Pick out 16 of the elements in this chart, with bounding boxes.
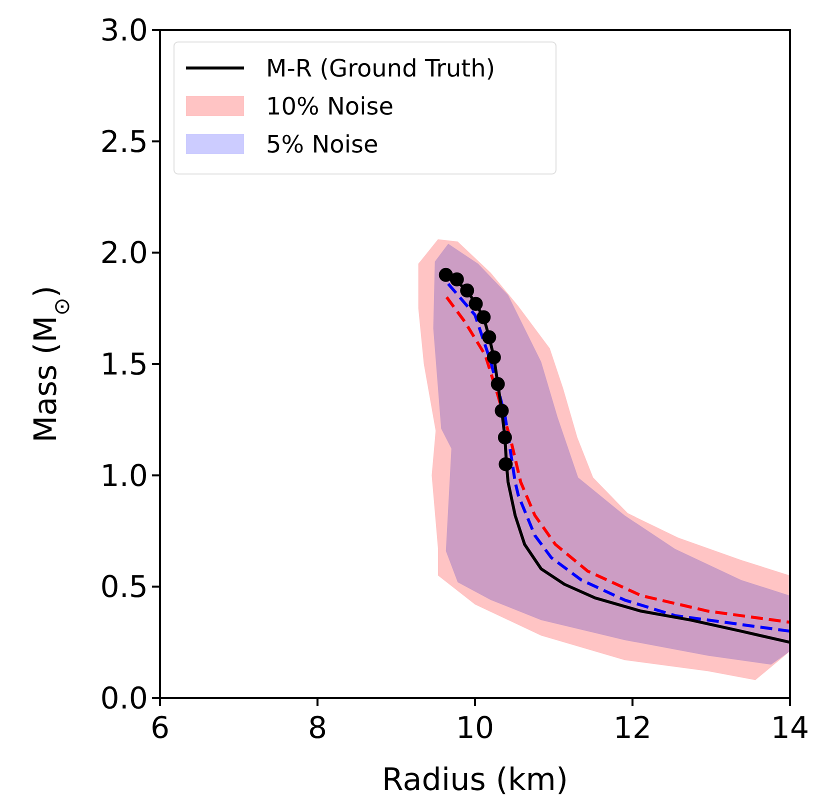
y-tick-label: 1.0 [100,458,148,494]
y-tick-label: 0.5 [100,570,148,606]
y-tick-label: 2.0 [100,236,148,272]
legend-label: 10% Noise [266,92,394,120]
legend-label: M-R (Ground Truth) [266,54,496,82]
x-tick-label: 14 [770,711,810,746]
y-tick-label: 1.5 [100,348,148,382]
x-tick-label: 12 [613,711,652,746]
legend-label: 5% Noise [266,130,378,158]
x-tick-label: 8 [308,711,328,746]
y-tick-label: 2.5 [100,124,148,160]
y-tick-label: 3.0 [100,14,148,48]
x-axis-title: Radius (km) [382,762,568,798]
y-tick-label: 0.0 [100,682,148,716]
x-tick-label: 6 [150,711,170,746]
x-tick-label: 10 [456,711,494,746]
